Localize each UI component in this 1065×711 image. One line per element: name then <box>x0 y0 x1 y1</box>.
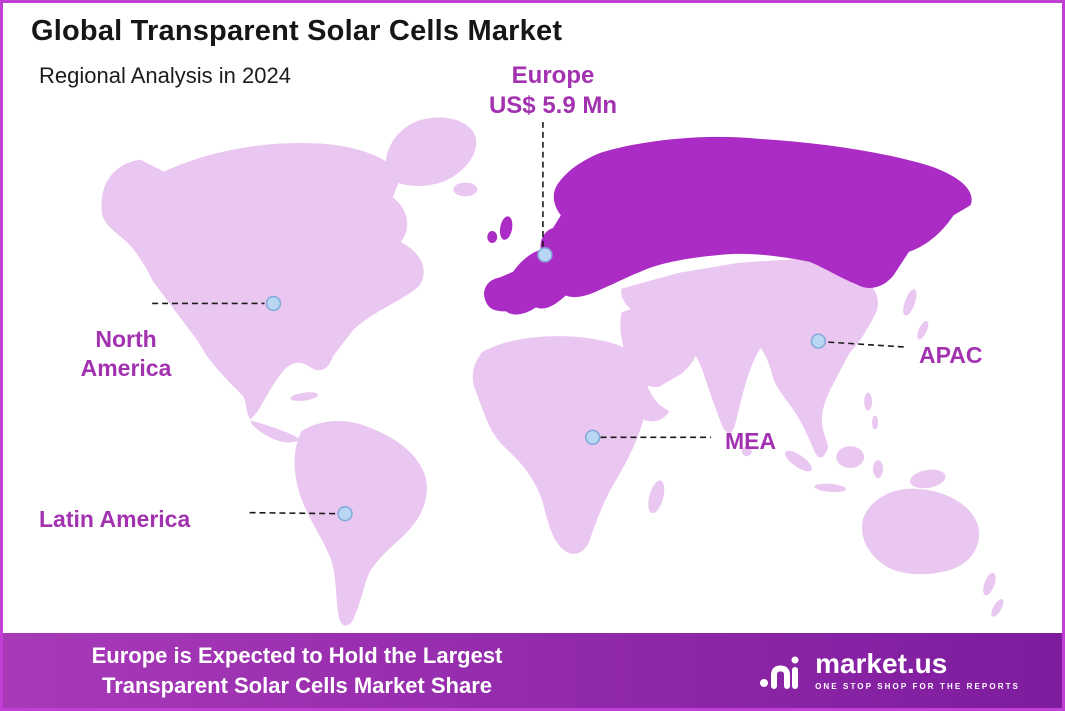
europe-value: US$ 5.9 Mn <box>488 92 618 119</box>
map-light-regions <box>101 117 1004 626</box>
leader-latin-america <box>249 511 338 515</box>
label-north-america: North America <box>80 326 172 381</box>
label-latin-america: Latin America <box>39 506 191 532</box>
leader-lines <box>152 121 906 515</box>
footer-note-line2: Transparent Solar Cells Market Share <box>101 672 493 698</box>
marker-europe <box>537 247 553 263</box>
footer-banner: Europe is Expected to Hold the Largest T… <box>3 633 1062 708</box>
footer-note-line1: Europe is Expected to Hold the Largest <box>91 642 503 668</box>
marker-apac <box>810 333 827 349</box>
brand-name: market.us <box>815 648 948 679</box>
map-dark-region-europe <box>484 136 972 315</box>
label-mea: MEA <box>725 428 777 454</box>
brand-text: market.us ONE STOP SHOP FOR THE REPORTS <box>815 648 1020 692</box>
marker-mea <box>584 429 601 445</box>
brand-logo-icon <box>760 656 799 689</box>
page-title: Global Transparent Solar Cells Market <box>31 15 563 47</box>
brand: market.us ONE STOP SHOP FOR THE REPORTS <box>759 650 1020 691</box>
subtitle: Regional Analysis in 2024 <box>39 63 291 88</box>
label-europe: Europe US$ 5.9 Mn <box>458 61 648 121</box>
footer-note: Europe is Expected to Hold the Largest T… <box>37 641 557 700</box>
brand-tagline: ONE STOP SHOP FOR THE REPORTS <box>815 682 1020 691</box>
world-map <box>101 117 1004 626</box>
leader-apac <box>828 341 906 348</box>
label-apac: APAC <box>919 342 983 368</box>
marker-north-america <box>265 295 282 312</box>
marker-latin-america <box>337 505 353 522</box>
europe-name: Europe <box>511 62 595 89</box>
region-markers <box>265 247 827 522</box>
